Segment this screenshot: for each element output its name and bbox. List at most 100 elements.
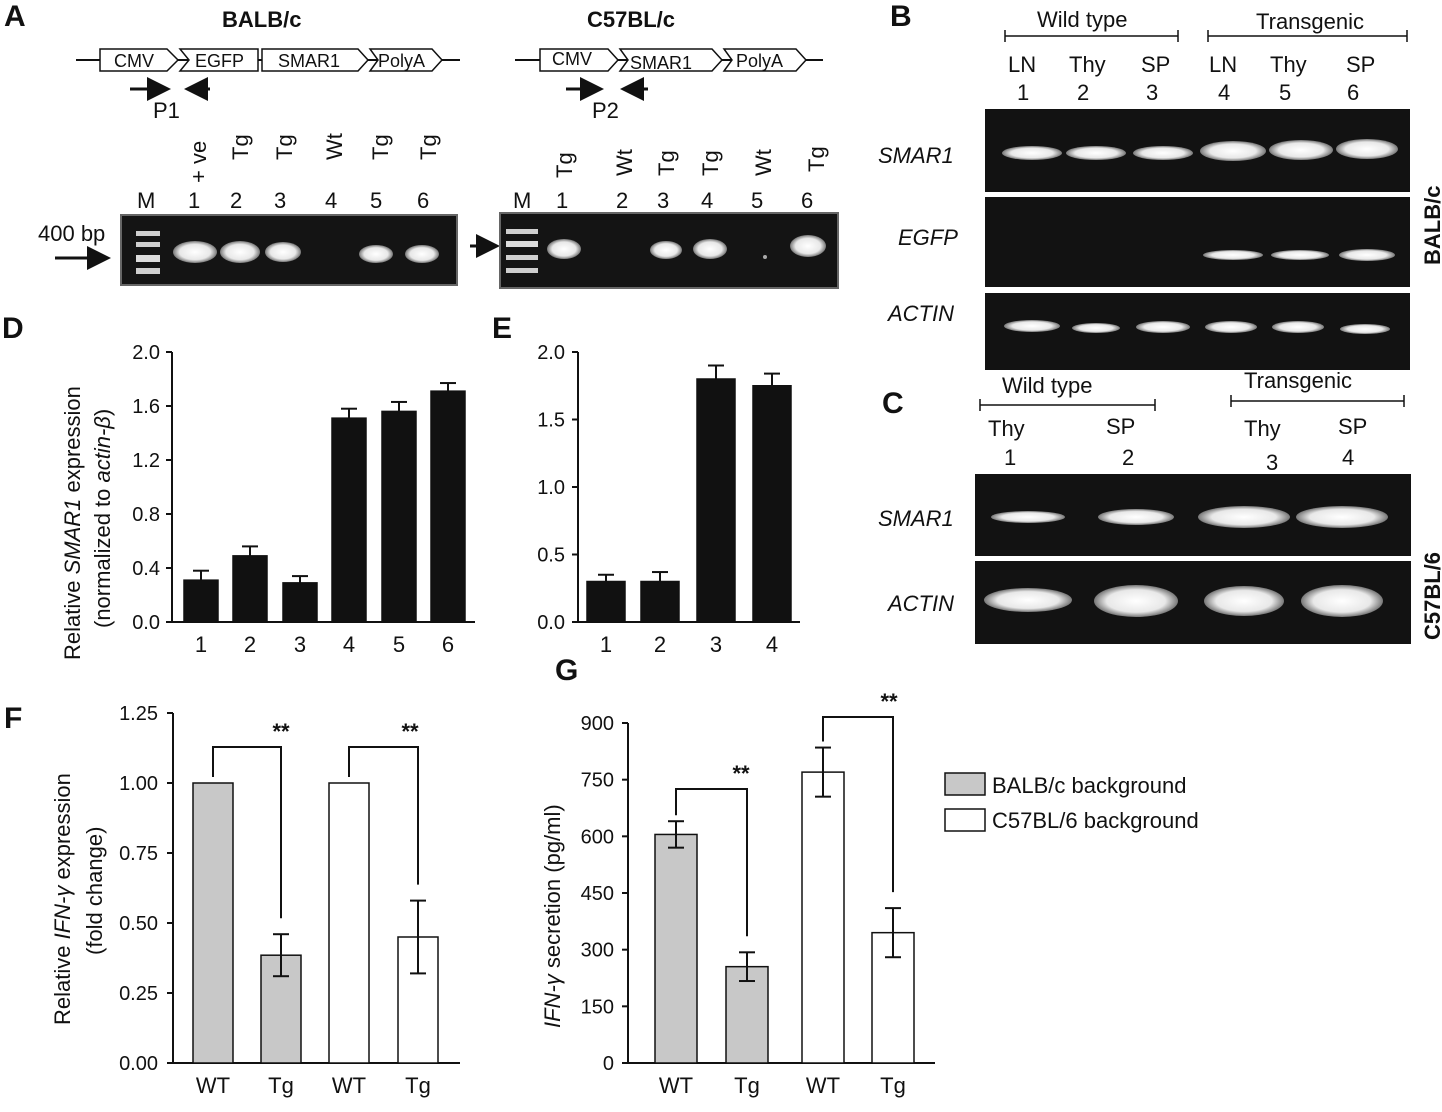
y-tick-label: 0.0 xyxy=(132,612,160,634)
bar xyxy=(725,965,769,1064)
construct-c57: CMV SMAR1 PolyA P2 xyxy=(515,48,823,123)
bar xyxy=(801,771,845,1064)
gel-a-right xyxy=(499,212,839,289)
x-tick-label: Tg xyxy=(405,1073,431,1098)
y-tick-label: 0.4 xyxy=(132,558,160,580)
gel-a-left-lane-label: Tg xyxy=(272,134,297,160)
gel-a-left-lane-label: + ve xyxy=(186,141,211,183)
x-tick-label: 4 xyxy=(766,632,778,657)
panel-b-tissue: LN xyxy=(1008,52,1036,77)
gel-a-right-marker: M xyxy=(513,188,531,213)
primer-p1-label: P1 xyxy=(153,98,180,123)
y-tick-label: 0.75 xyxy=(119,843,158,865)
gel-a-left-lane-number: 1 xyxy=(188,188,200,213)
x-tick-label: 6 xyxy=(442,632,454,657)
panel-b-lane-number: 6 xyxy=(1347,80,1359,105)
y-tick-label: 0.50 xyxy=(119,913,158,935)
bar xyxy=(640,580,680,623)
gel-a-right-lane-number: 5 xyxy=(751,188,763,213)
significance-bracket xyxy=(348,746,419,885)
panel-c-row-label: SMAR1 xyxy=(878,506,954,531)
significance-bracket xyxy=(675,788,748,937)
bar xyxy=(654,833,698,1064)
x-tick-label: 1 xyxy=(195,632,207,657)
panel-c-tissue: SP xyxy=(1338,414,1367,439)
x-tick-label: WT xyxy=(332,1073,366,1098)
panel-a-left-title: BALB/c xyxy=(222,7,301,32)
x-tick-label: Tg xyxy=(880,1073,906,1098)
y-tick-label: 750 xyxy=(581,770,614,792)
panel-b-gels xyxy=(985,109,1410,370)
panel-a-right-title: C57BL/c xyxy=(587,7,675,32)
chart-f-ylabel-ital: IFN-γ xyxy=(50,884,75,940)
gel-a-left-labels: M + ve Tg Tg Wt Tg Tg 1 2 3 4 5 6 400 bp xyxy=(38,133,441,270)
panel-b-transgenic-label: Transgenic xyxy=(1256,9,1364,34)
bar xyxy=(328,782,370,1064)
chart-e: 0.0 0.5 1.0 1.5 2.0 1 2 3 4 xyxy=(537,342,800,657)
y-tick-label: 150 xyxy=(581,996,614,1018)
chart-d: 0.0 0.4 0.8 1.2 1.6 2.0 1 2 3 4 5 6 xyxy=(132,342,475,657)
gel-a-right-lane-label: Tg xyxy=(804,146,829,172)
panel-letter-c: C xyxy=(882,387,904,420)
panel-c-lane-number: 3 xyxy=(1266,450,1278,475)
chart-f: 0.00 0.25 0.50 0.75 1.00 1.25 WT Tg WT Tg ** ** xyxy=(119,703,460,1098)
y-tick-label: 450 xyxy=(581,883,614,905)
gel-a-right-lane-label: Tg xyxy=(654,150,679,176)
panel-letter-d: D xyxy=(2,312,24,345)
y-tick-label: 1.5 xyxy=(537,410,565,432)
significance-label: ** xyxy=(272,719,290,744)
x-tick-label: 2 xyxy=(244,632,256,657)
gel-a-right-lane-label: Wt xyxy=(612,149,637,176)
panel-b-tissue: SP xyxy=(1141,52,1170,77)
y-tick-label: 900 xyxy=(581,713,614,735)
significance-bracket xyxy=(822,716,894,893)
x-tick-label: WT xyxy=(659,1073,693,1098)
gel-a-left-lane-label: Tg xyxy=(368,134,393,160)
construct-c57-label-3: PolyA xyxy=(736,51,783,71)
y-tick-label: 0.8 xyxy=(132,504,160,526)
x-tick-label: 3 xyxy=(294,632,306,657)
x-tick-label: 5 xyxy=(393,632,405,657)
panel-b-header: Wild type Transgenic LN Thy SP LN Thy SP… xyxy=(1004,7,1408,105)
chart-d-ylabel2-pre: (normalized to xyxy=(90,482,115,628)
bar xyxy=(183,579,219,623)
y-tick-label: 2.0 xyxy=(132,342,160,364)
y-tick-label: 1.2 xyxy=(132,450,160,472)
chart-d-ylabel2: (normalized to actin-β) xyxy=(90,409,115,628)
panel-b-tissue: Thy xyxy=(1069,52,1106,77)
y-tick-label: 2.0 xyxy=(537,342,565,364)
bar xyxy=(752,385,792,623)
gel-a-left-lane-number: 2 xyxy=(230,188,242,213)
y-tick-label: 300 xyxy=(581,940,614,962)
legend-label-balbc: BALB/c background xyxy=(992,773,1186,798)
panel-letter-b: B xyxy=(890,0,912,33)
panel-c-lane-number: 1 xyxy=(1004,445,1016,470)
bar xyxy=(397,936,439,1064)
panel-c-gels xyxy=(975,474,1411,644)
x-tick-label: WT xyxy=(806,1073,840,1098)
gel-a-left-lane-label: Tg xyxy=(416,134,441,160)
construct-balbc-label-4: PolyA xyxy=(378,51,425,71)
bar xyxy=(586,580,626,623)
construct-c57-label-1: CMV xyxy=(552,49,592,69)
gel-a-left-lane-number: 3 xyxy=(274,188,286,213)
gel-a-right-labels: M Tg Wt Tg Tg Wt Tg 1 2 3 4 5 6 xyxy=(470,146,829,258)
panel-b-lane-number: 3 xyxy=(1146,80,1158,105)
y-tick-label: 0.00 xyxy=(119,1053,158,1075)
construct-c57-label-2: SMAR1 xyxy=(630,53,692,73)
chart-d-ylabel-post: expression xyxy=(60,386,85,499)
x-tick-label: 3 xyxy=(710,632,722,657)
panel-c-tissue: SP xyxy=(1106,414,1135,439)
y-tick-label: 0 xyxy=(603,1053,614,1075)
bar xyxy=(430,390,466,623)
y-tick-label: 1.0 xyxy=(537,477,565,499)
significance-label: ** xyxy=(732,761,750,786)
chart-g: 0 150 300 450 600 750 900 WT Tg WT Tg ** ** xyxy=(581,689,935,1098)
chart-g-ylabel-ital: IFN-γ xyxy=(540,972,565,1028)
significance-bracket xyxy=(212,746,282,919)
gel-a-left-lane-label: Tg xyxy=(228,134,253,160)
primer-p2-label: P2 xyxy=(592,98,619,123)
chart-g-ylabel-post: secretion (pg/ml) xyxy=(540,804,565,974)
bar xyxy=(331,417,367,623)
gel-a-right-lane-number: 2 xyxy=(616,188,628,213)
